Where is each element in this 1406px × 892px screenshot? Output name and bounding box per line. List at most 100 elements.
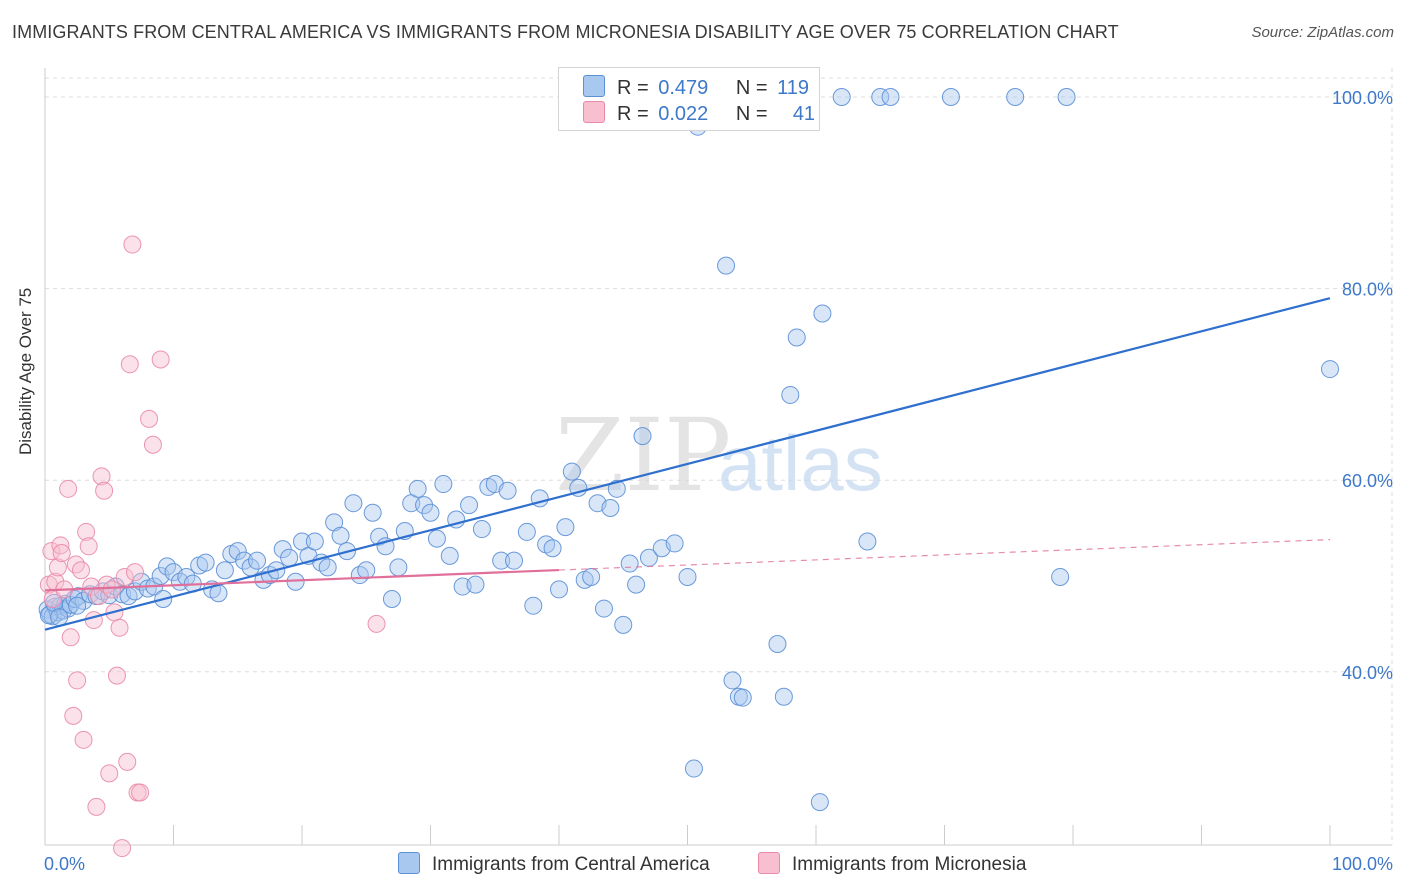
series-central-america (38, 88, 1339, 812)
legend-r-label: R = (617, 103, 649, 125)
data-point (305, 532, 324, 551)
watermark-atlas: atlas (718, 419, 883, 507)
x-tick-label: 0.0% (44, 854, 85, 874)
data-point (774, 687, 793, 706)
data-point (318, 558, 337, 577)
data-point (52, 544, 71, 563)
bottom-legend-micronesia: Immigrants from Micronesia (758, 852, 1026, 878)
series-micronesia (39, 235, 386, 858)
x-tick-label: 100.0% (1332, 854, 1393, 874)
bottom-legend-swatch-blue (398, 852, 420, 874)
legend-row-micronesia: R = 0.022 N = 41 (583, 101, 815, 125)
data-point (832, 88, 851, 106)
data-point (120, 355, 139, 374)
data-point (415, 496, 434, 515)
data-point (1006, 88, 1025, 106)
data-point (768, 635, 787, 654)
data-point (118, 752, 137, 771)
data-point (95, 481, 114, 500)
chart-title: IMMIGRANTS FROM CENTRAL AMERICA VS IMMIG… (12, 22, 1119, 42)
data-point (460, 496, 479, 515)
y-tick-label: 80.0% (1342, 280, 1393, 300)
data-point (140, 409, 159, 428)
correlation-legend: R = 0.479 N = 119 R = 0.022 N = 41 (558, 67, 820, 131)
data-point (87, 797, 106, 816)
bottom-legend-label-central-america: Immigrants from Central America (432, 854, 710, 875)
data-point (51, 536, 70, 555)
y-axis-label: Disability Age Over 75 (16, 287, 35, 455)
data-point (48, 558, 67, 577)
data-point (1057, 88, 1076, 106)
legend-r-label: R = (617, 77, 649, 99)
data-point (389, 558, 408, 577)
bottom-legend-label-micronesia: Immigrants from Micronesia (792, 854, 1027, 875)
data-point (723, 671, 742, 690)
data-point (151, 350, 170, 369)
data-point (434, 475, 453, 494)
data-point (138, 579, 157, 598)
data-point (71, 561, 90, 580)
data-point (492, 551, 511, 570)
data-point (881, 88, 900, 106)
grid-lines (45, 68, 1393, 845)
legend-n-label: N = (735, 103, 768, 125)
data-point (620, 554, 639, 573)
legend-n-value: 119 (777, 77, 809, 99)
data-point (215, 561, 234, 580)
data-point (665, 534, 684, 553)
data-point (427, 529, 446, 548)
data-point (61, 628, 80, 647)
data-point (517, 522, 536, 541)
data-point (582, 567, 601, 586)
data-point (82, 577, 101, 596)
y-tick-label: 100.0% (1332, 88, 1393, 108)
data-point (614, 615, 633, 634)
data-point (110, 618, 129, 637)
data-point (498, 481, 517, 500)
data-point (941, 88, 960, 106)
data-point (248, 551, 267, 570)
data-point (68, 596, 87, 615)
data-point (858, 532, 877, 551)
data-point (607, 479, 626, 498)
data-point (100, 764, 119, 783)
tick-labels: 40.0% 60.0% 80.0% 100.0% 0.0% 100.0% (44, 88, 1393, 874)
axes (44, 68, 1392, 846)
data-point (77, 522, 96, 541)
data-point (79, 537, 98, 556)
legend-n-label: N = (735, 77, 768, 99)
trend-line-central-america (44, 297, 1331, 631)
data-point (123, 235, 142, 254)
data-point (66, 555, 85, 574)
trend-lines (44, 297, 1331, 631)
data-point (550, 580, 568, 599)
data-point (781, 385, 800, 404)
data-point (871, 88, 890, 106)
data-point (813, 304, 832, 323)
source-credit: Source: ZipAtlas.com (1251, 24, 1394, 41)
data-point (143, 435, 162, 454)
trend-line-micronesia-extension (558, 538, 1331, 571)
bottom-legend-swatch-pink (758, 852, 780, 874)
data-point (113, 839, 132, 858)
data-point (440, 546, 459, 565)
data-point (810, 793, 829, 812)
data-point (68, 671, 87, 690)
data-point (59, 479, 78, 498)
data-point (543, 539, 562, 558)
legend-r-value: 0.022 (658, 103, 709, 125)
legend-r-value: 0.479 (658, 77, 709, 99)
legend-swatch-pink (583, 101, 605, 123)
legend-swatch-blue (583, 75, 605, 97)
data-point (92, 467, 111, 486)
y-tick-label: 60.0% (1342, 471, 1393, 491)
data-point (235, 551, 254, 570)
data-point (331, 526, 350, 545)
data-point (787, 328, 806, 347)
data-point (562, 462, 581, 481)
bottom-legend-central-america: Immigrants from Central America (398, 852, 710, 878)
data-point (633, 427, 652, 446)
data-point (370, 527, 389, 546)
data-point (421, 503, 440, 522)
